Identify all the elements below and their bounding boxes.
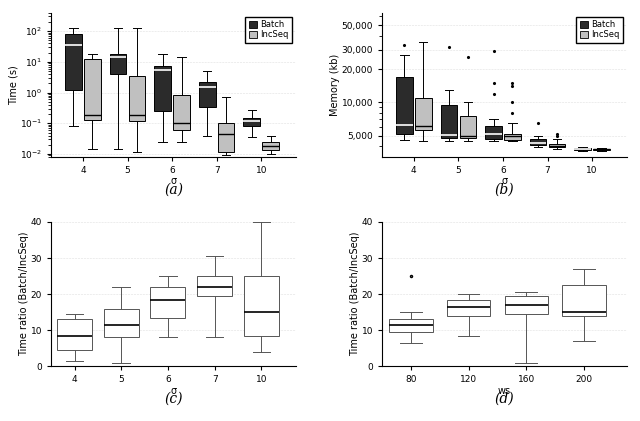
Y-axis label: Time (s): Time (s)	[8, 65, 19, 105]
PathPatch shape	[505, 296, 548, 314]
PathPatch shape	[244, 276, 279, 336]
PathPatch shape	[460, 115, 476, 138]
X-axis label: σ: σ	[171, 386, 177, 396]
PathPatch shape	[154, 66, 171, 111]
Y-axis label: Memory (kb): Memory (kb)	[330, 53, 340, 116]
PathPatch shape	[150, 287, 186, 317]
Text: (d): (d)	[495, 392, 515, 405]
PathPatch shape	[593, 149, 610, 150]
X-axis label: σ: σ	[502, 176, 508, 187]
PathPatch shape	[396, 77, 413, 134]
Y-axis label: Time ratio (Batch/IncSeq): Time ratio (Batch/IncSeq)	[19, 232, 29, 356]
Text: (b): (b)	[495, 182, 515, 196]
PathPatch shape	[262, 142, 279, 150]
PathPatch shape	[57, 320, 92, 350]
PathPatch shape	[485, 126, 502, 139]
X-axis label: σ: σ	[171, 176, 177, 187]
PathPatch shape	[415, 98, 431, 130]
PathPatch shape	[504, 134, 521, 140]
X-axis label: ws: ws	[498, 386, 511, 396]
PathPatch shape	[104, 309, 139, 337]
PathPatch shape	[109, 54, 127, 74]
PathPatch shape	[530, 139, 547, 145]
PathPatch shape	[243, 118, 260, 126]
PathPatch shape	[65, 34, 82, 90]
Text: (c): (c)	[164, 392, 183, 405]
Legend: Batch, IncSeq: Batch, IncSeq	[245, 17, 292, 43]
Y-axis label: Time ratio (Batch/IncSeq): Time ratio (Batch/IncSeq)	[350, 232, 360, 356]
PathPatch shape	[447, 299, 490, 316]
Legend: Batch, IncSeq: Batch, IncSeq	[577, 17, 623, 43]
PathPatch shape	[440, 105, 458, 138]
PathPatch shape	[389, 320, 433, 332]
PathPatch shape	[574, 148, 591, 150]
PathPatch shape	[199, 82, 216, 107]
PathPatch shape	[197, 276, 232, 296]
PathPatch shape	[129, 76, 145, 121]
PathPatch shape	[173, 95, 190, 130]
PathPatch shape	[548, 144, 565, 147]
PathPatch shape	[84, 59, 100, 120]
PathPatch shape	[563, 285, 605, 316]
PathPatch shape	[218, 123, 234, 152]
Text: (a): (a)	[164, 182, 183, 196]
